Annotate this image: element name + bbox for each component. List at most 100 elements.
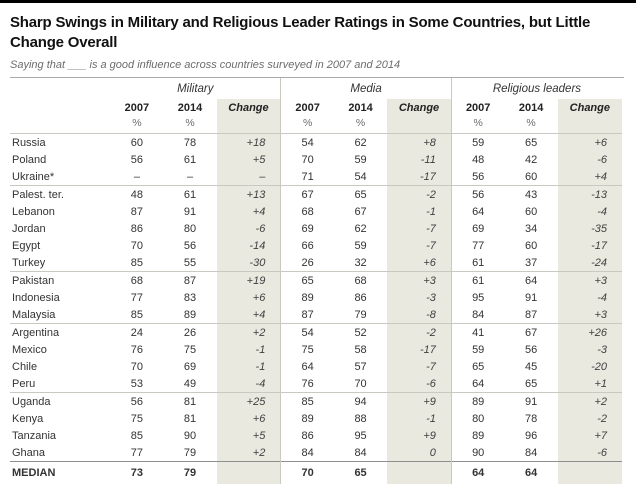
value-cell: 64 xyxy=(450,203,505,220)
unit-label: % xyxy=(355,117,366,129)
value-cell: 41 xyxy=(450,323,505,341)
value-cell: 34 xyxy=(524,222,538,235)
value-cell: 37 xyxy=(524,256,538,269)
value-cell: 54 xyxy=(354,170,367,183)
value-cell: 32 xyxy=(354,256,367,269)
table-row: Palest. ter. 48 61 +13 67 65 -2 56 43 -13 xyxy=(10,185,622,203)
value-cell: 55 xyxy=(183,256,197,269)
value-cell: 86 xyxy=(354,291,367,304)
value-cell: – xyxy=(133,170,140,183)
change-cell: -14 xyxy=(216,237,281,254)
change-cell: -24 xyxy=(557,254,622,272)
value-cell: 68 xyxy=(280,203,334,220)
value-cell: 80 xyxy=(450,410,505,427)
change-cell: +26 xyxy=(557,323,622,341)
value-cell: 49 xyxy=(183,377,197,390)
table-row: Lebanon 87 91 +4 68 67 -1 64 60 -4 xyxy=(10,203,622,220)
value-cell: 65 xyxy=(450,358,505,375)
ratings-table: Military Media Religious leaders 2007 20… xyxy=(10,78,622,484)
value-cell: 85 xyxy=(130,308,143,321)
value-cell: 89 xyxy=(450,427,505,444)
value-cell: 87 xyxy=(280,306,334,324)
value-cell: 86 xyxy=(130,222,143,235)
value-cell: 53 xyxy=(130,377,143,390)
change-cell: +3 xyxy=(557,306,622,324)
value-cell: 81 xyxy=(163,392,217,410)
value-cell: 87 xyxy=(130,205,143,218)
value-cell: 65 xyxy=(524,377,538,390)
value-cell: 70 xyxy=(280,151,334,168)
value-cell: 56 xyxy=(450,168,505,186)
value-cell: 65 xyxy=(524,136,538,149)
value-cell: 79 xyxy=(354,308,367,321)
change-cell xyxy=(557,461,622,484)
value-cell: 57 xyxy=(354,360,367,373)
change-cell xyxy=(216,461,281,484)
unit-label: % xyxy=(185,117,195,129)
country-label: Chile xyxy=(12,360,38,373)
change-cell: +1 xyxy=(557,375,622,393)
value-cell: 66 xyxy=(280,237,334,254)
col-header-2014: 2014 xyxy=(177,102,203,114)
value-cell: 89 xyxy=(280,410,334,427)
value-cell: 65 xyxy=(333,461,388,484)
value-cell: 77 xyxy=(130,446,143,459)
value-cell: 59 xyxy=(354,153,367,166)
table-row: Peru 53 49 -4 76 70 -6 64 65 +1 xyxy=(10,375,622,393)
change-cell: -3 xyxy=(387,289,452,306)
change-cell: -30 xyxy=(216,254,281,272)
change-cell: -11 xyxy=(387,151,452,168)
unit-spacer xyxy=(216,116,281,134)
figure-subtitle: Saying that ___ is a good influence acro… xyxy=(10,59,624,78)
value-cell: 81 xyxy=(183,412,197,425)
change-cell: -4 xyxy=(557,203,622,220)
change-cell: -20 xyxy=(557,358,622,375)
value-cell: 48 xyxy=(450,151,505,168)
change-cell: +2 xyxy=(557,392,622,410)
value-cell: 89 xyxy=(183,308,197,321)
empty-corner-cell xyxy=(10,99,110,116)
table-row: Kenya 75 81 +6 89 88 -1 80 78 -2 xyxy=(10,410,622,427)
change-cell: +25 xyxy=(216,392,281,410)
country-label: Lebanon xyxy=(12,205,55,218)
country-label: Peru xyxy=(12,377,36,390)
change-cell: -7 xyxy=(387,358,452,375)
value-cell: 77 xyxy=(130,291,143,304)
col-header-2007: 2007 xyxy=(450,99,505,116)
value-cell: 56 xyxy=(524,343,538,356)
table-row: Pakistan 68 87 +19 65 68 +3 61 64 +3 xyxy=(10,271,622,289)
value-cell: 54 xyxy=(280,323,334,341)
change-cell: +6 xyxy=(216,289,281,306)
value-cell: 69 xyxy=(450,220,505,237)
value-cell: 77 xyxy=(450,237,505,254)
change-cell: -4 xyxy=(557,289,622,306)
value-cell: 42 xyxy=(524,153,538,166)
value-cell: 67 xyxy=(354,205,367,218)
value-cell: – xyxy=(186,170,194,183)
change-cell: -1 xyxy=(216,341,281,358)
value-cell: 85 xyxy=(130,256,143,269)
country-label: Turkey xyxy=(12,256,46,269)
table-row: Chile 70 69 -1 64 57 -7 65 45 -20 xyxy=(10,358,622,375)
change-cell: 0 xyxy=(387,444,452,462)
value-cell: 85 xyxy=(280,392,334,410)
value-cell: 64 xyxy=(504,461,558,484)
change-cell: +8 xyxy=(387,133,452,151)
change-cell: +5 xyxy=(216,151,281,168)
country-label: Uganda xyxy=(10,392,111,410)
value-cell: 62 xyxy=(354,222,367,235)
value-cell: 61 xyxy=(450,271,505,289)
value-cell: 58 xyxy=(354,343,367,356)
value-cell: 69 xyxy=(183,360,197,373)
value-cell: 96 xyxy=(524,429,538,442)
country-label: Ghana xyxy=(12,446,46,459)
value-cell: 94 xyxy=(333,392,388,410)
change-cell: -3 xyxy=(557,341,622,358)
group-label-military: Military xyxy=(177,83,214,95)
col-header-2014: 2014 xyxy=(348,102,373,114)
value-cell: 26 xyxy=(280,254,334,272)
value-cell: 45 xyxy=(524,360,538,373)
empty-corner-cell xyxy=(10,78,110,99)
value-cell: 91 xyxy=(183,205,197,218)
change-cell: +5 xyxy=(216,427,281,444)
